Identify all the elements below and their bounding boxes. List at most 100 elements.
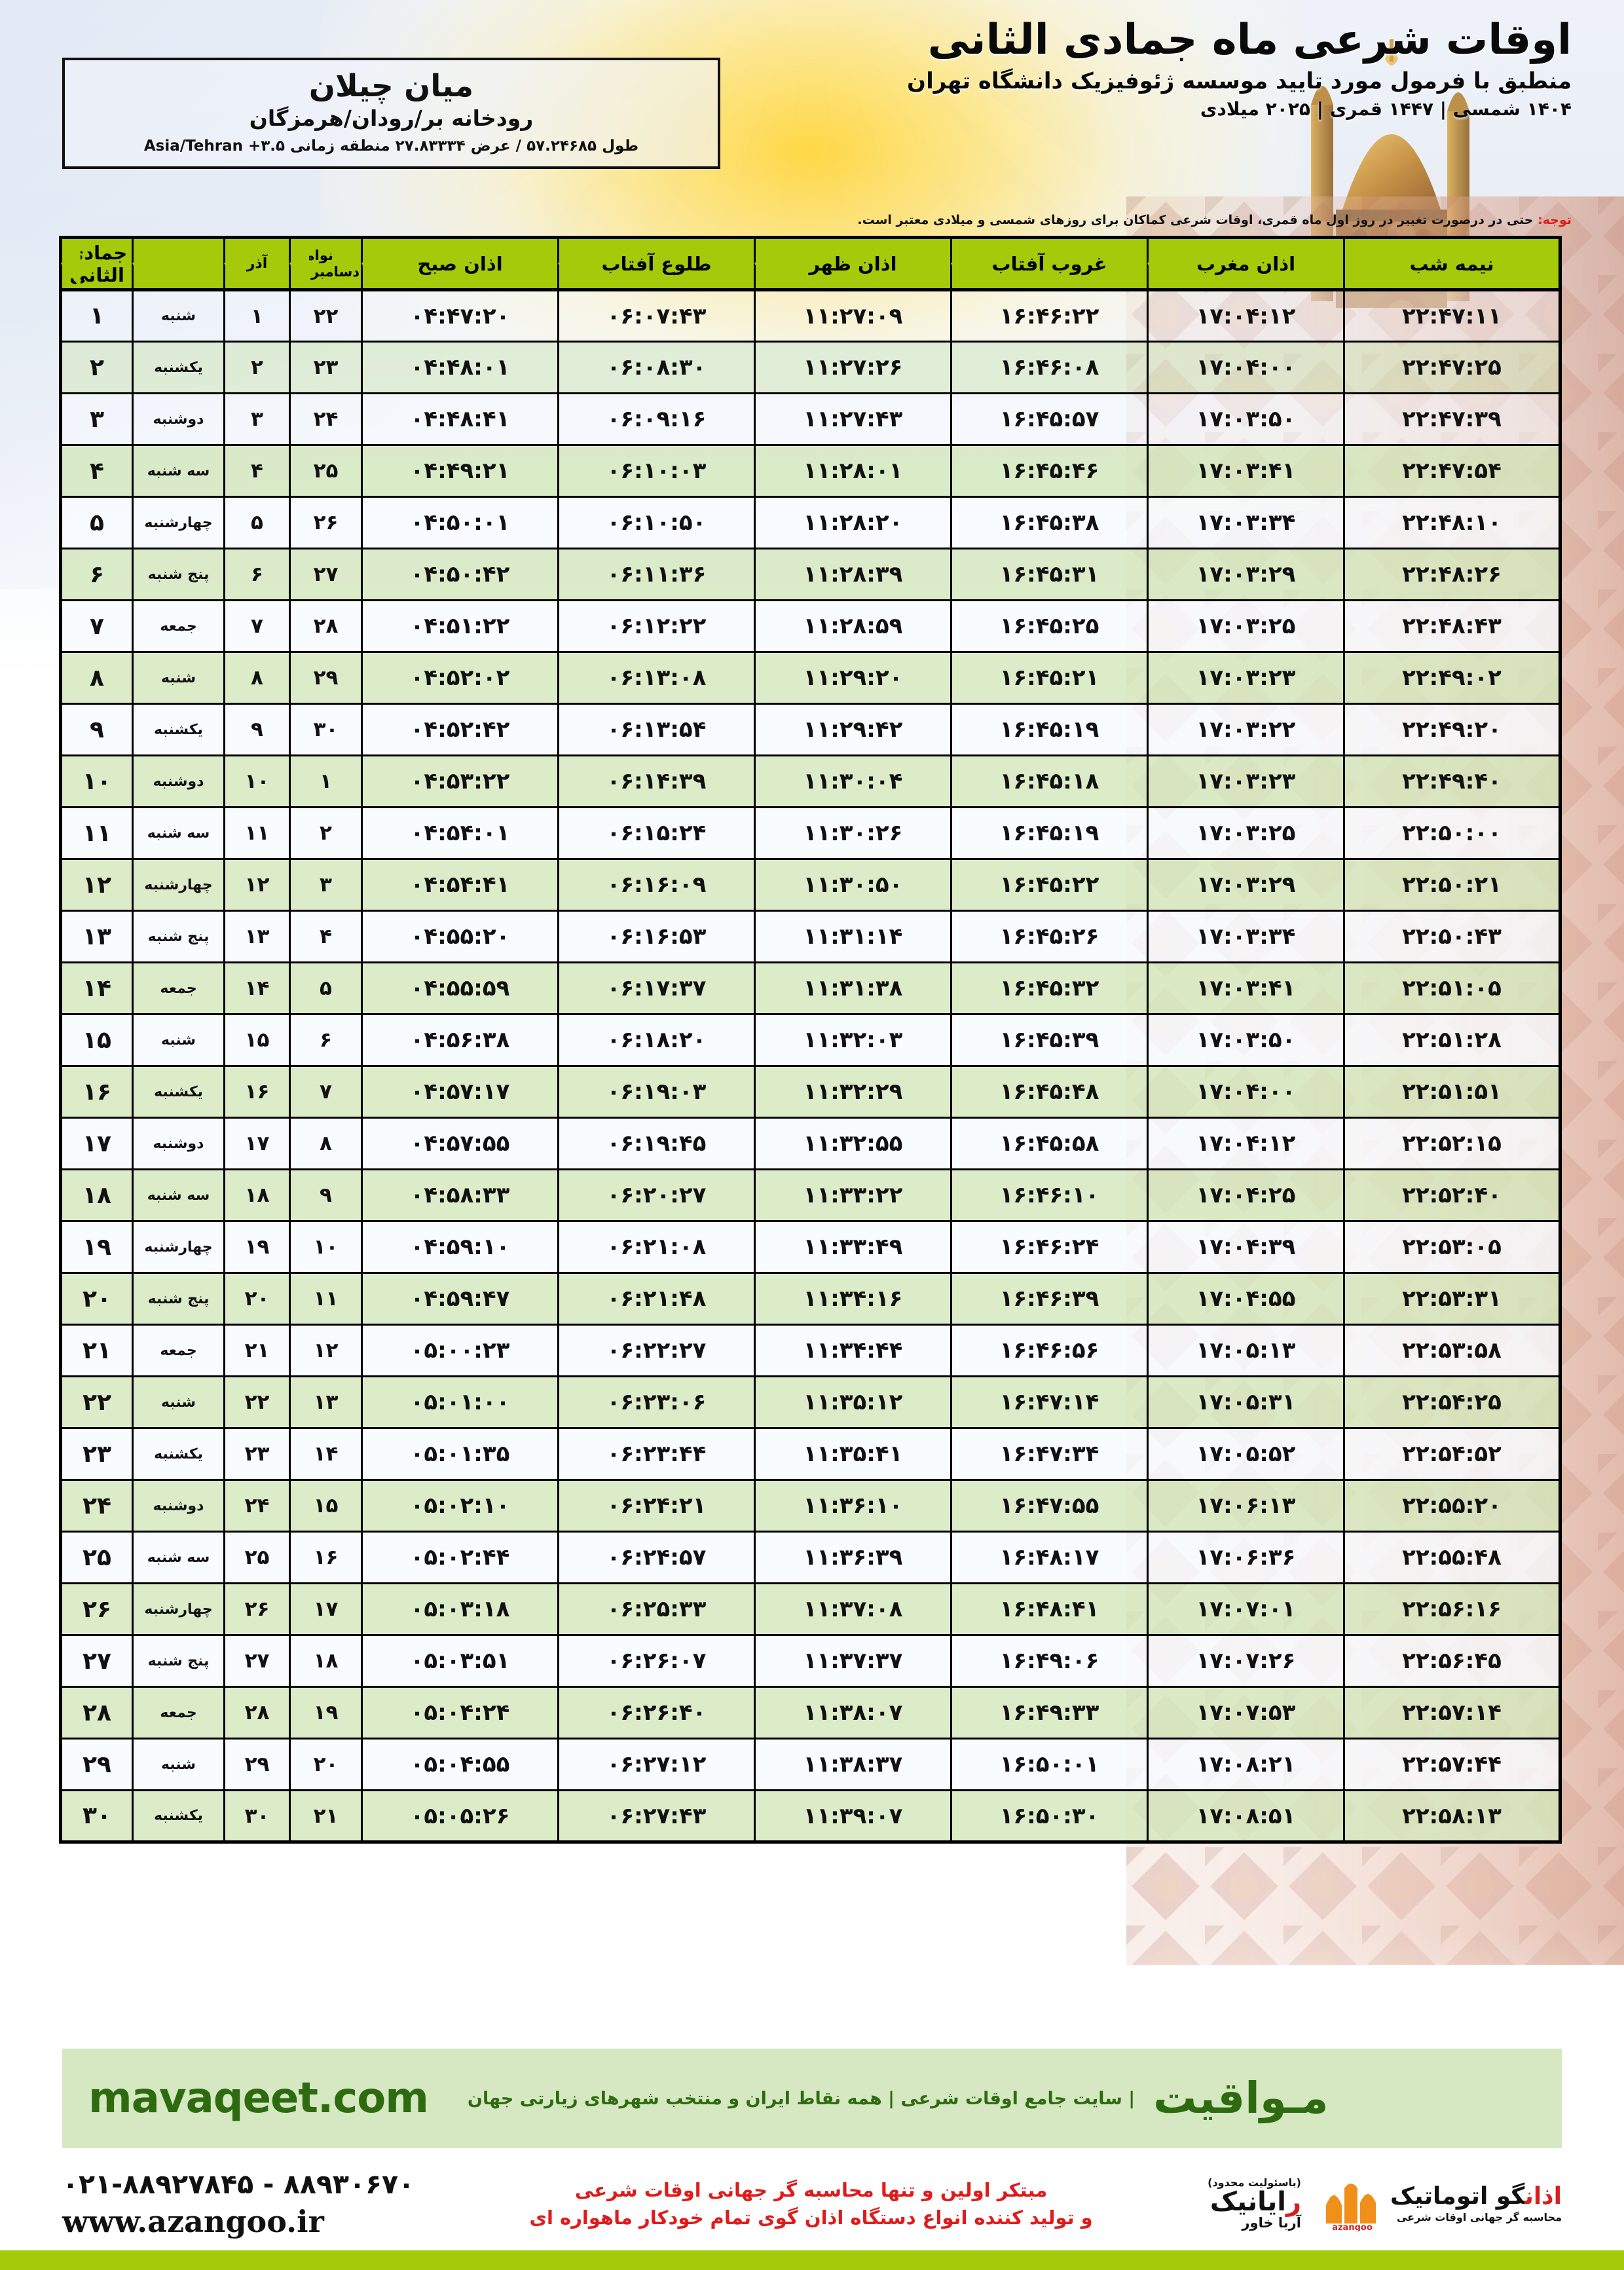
cell-week: یکشنبه (132, 1065, 225, 1119)
cell-mil: ۳۰ (289, 703, 363, 756)
cell-jom: ۲۸ (60, 1686, 134, 1740)
sponsor-slogan-line2: و تولید کننده انواع دستگاه اذان گوی تمام… (529, 2206, 1093, 2229)
cell-azar: ۴ (223, 444, 291, 498)
cell-tolu: ۰۶:۱۱:۳۶ (557, 548, 756, 601)
cell-azar: ۱۹ (223, 1220, 291, 1274)
cell-jom: ۲۷ (60, 1634, 134, 1688)
cell-sobh: ۰۴:۵۰:۰۱ (361, 496, 559, 549)
cell-jom: ۵ (60, 496, 134, 549)
gregorian-month-bottom: دسامبر (311, 263, 360, 280)
cell-tolu: ۰۶:۱۳:۵۴ (557, 703, 756, 756)
contact-website[interactable]: www.azangoo.ir (62, 2204, 324, 2239)
cell-jom: ۲ (60, 341, 134, 394)
azangoo-logo-red: اذان (1524, 2182, 1562, 2210)
table-row: ۲۲:۴۸:۲۶ ۱۷:۰۳:۲۹ ۱۶:۴۵:۳۱ ۱۱:۲۸:۳۹ ۰۶:۱۱:۳۶… (60, 548, 1561, 601)
cell-zohr: ۱۱:۳۴:۱۶ (754, 1272, 952, 1326)
cell-maghreb: ۱۷:۰۴:۰۰ (1147, 341, 1345, 394)
location-city: میان چیلان (308, 68, 474, 104)
cell-jom: ۱۱ (60, 806, 134, 860)
cell-zohr: ۱۱:۲۸:۳۹ (754, 548, 952, 601)
cell-ghorub: ۱۶:۴۵:۱۹ (950, 703, 1149, 756)
cell-nimeshab: ۲۲:۴۹:۴۰ (1343, 754, 1561, 808)
cell-azar: ۹ (223, 703, 291, 756)
cell-zohr: ۱۱:۳۶:۳۹ (754, 1531, 952, 1584)
cell-tolu: ۰۶:۲۵:۳۳ (557, 1582, 756, 1636)
cell-jom: ۲۳ (60, 1427, 134, 1481)
rayanik-logo-sub: آریا خاور (1242, 2215, 1301, 2231)
column-header-jomadi: جمادی الثانی (60, 237, 133, 291)
cell-sobh: ۰۴:۵۰:۴۲ (361, 548, 559, 601)
cell-tolu: ۰۶:۱۴:۳۹ (557, 754, 756, 808)
azangoo-logo-sub: محاسبه گر جهانی اوقات شرعی (1396, 2210, 1562, 2223)
cell-ghorub: ۱۶:۴۵:۵۸ (950, 1117, 1149, 1170)
cell-azar: ۶ (223, 548, 291, 601)
cell-nimeshab: ۲۲:۵۳:۳۱ (1343, 1272, 1561, 1326)
table-row: ۲۲:۵۱:۲۸ ۱۷:۰۳:۵۰ ۱۶:۴۵:۳۹ ۱۱:۳۲:۰۳ ۰۶:۱۸:۲۰… (60, 1013, 1561, 1067)
table-row: ۲۲:۵۶:۱۶ ۱۷:۰۷:۰۱ ۱۶:۴۸:۴۱ ۱۱:۳۷:۰۸ ۰۶:۲۵:۳۳… (60, 1582, 1561, 1636)
cell-azar: ۲۰ (223, 1272, 291, 1326)
cell-zohr: ۱۱:۳۲:۲۹ (754, 1065, 952, 1119)
cell-jom: ۱۷ (60, 1117, 134, 1170)
cell-mil: ۴ (289, 910, 363, 963)
cell-ghorub: ۱۶:۴۵:۳۱ (950, 548, 1149, 601)
table-body: ۲۲:۴۷:۱۱ ۱۷:۰۴:۱۲ ۱۶:۴۶:۲۲ ۱۱:۲۷:۰۹ ۰۶:۰۷:۴۳… (60, 289, 1561, 1843)
cell-zohr: ۱۱:۳۸:۰۷ (754, 1686, 952, 1740)
cell-sobh: ۰۵:۰۳:۱۸ (361, 1582, 559, 1636)
azangoo-logo: اذانگو اتوماتیک محاسبه گر جهانی اوقات شر… (1321, 2176, 1562, 2231)
cell-nimeshab: ۲۲:۵۴:۲۵ (1343, 1375, 1561, 1429)
cell-tolu: ۰۶:۲۴:۵۷ (557, 1531, 756, 1584)
table-row: ۲۲:۴۹:۰۲ ۱۷:۰۳:۲۳ ۱۶:۴۵:۲۱ ۱۱:۲۹:۲۰ ۰۶:۱۳:۰۸… (60, 651, 1561, 705)
cell-nimeshab: ۲۲:۵۴:۵۲ (1343, 1427, 1561, 1481)
cell-maghreb: ۱۷:۰۴:۲۵ (1147, 1168, 1345, 1222)
cell-week: یکشنبه (132, 703, 225, 756)
table-row: ۲۲:۴۷:۵۴ ۱۷:۰۳:۴۱ ۱۶:۴۵:۴۶ ۱۱:۲۸:۰۱ ۰۶:۱۰:۰۳… (60, 444, 1561, 498)
mavaqeet-logo: مـواقیت (1153, 2073, 1329, 2123)
cell-mil: ۱۱ (289, 1272, 363, 1326)
cell-azar: ۷ (223, 599, 291, 653)
cell-sobh: ۰۴:۴۷:۲۰ (361, 289, 559, 343)
cell-mil: ۱۹ (289, 1686, 363, 1740)
cell-jom: ۲۰ (60, 1272, 134, 1326)
cell-tolu: ۰۶:۲۳:۰۶ (557, 1375, 756, 1429)
cell-week: پنج شنبه (132, 910, 225, 963)
cell-jom: ۱۴ (60, 961, 134, 1015)
cell-ghorub: ۱۶:۵۰:۳۰ (950, 1789, 1149, 1843)
cell-mil: ۸ (289, 1117, 363, 1170)
cell-zohr: ۱۱:۳۹:۰۷ (754, 1789, 952, 1843)
table-row: ۲۲:۴۸:۴۳ ۱۷:۰۳:۲۵ ۱۶:۴۵:۲۵ ۱۱:۲۸:۵۹ ۰۶:۱۲:۲۲… (60, 599, 1561, 653)
cell-week: پنج شنبه (132, 1634, 225, 1688)
cell-tolu: ۰۶:۱۲:۲۲ (557, 599, 756, 653)
cell-nimeshab: ۲۲:۴۸:۲۶ (1343, 548, 1561, 601)
cell-jom: ۸ (60, 651, 134, 705)
cell-maghreb: ۱۷:۰۵:۱۳ (1147, 1324, 1345, 1377)
cell-week: دوشنبه (132, 1117, 225, 1170)
cell-sobh: ۰۴:۴۸:۴۱ (361, 392, 559, 446)
footer-strip (0, 2250, 1624, 2270)
cell-nimeshab: ۲۲:۵۳:۵۸ (1343, 1324, 1561, 1377)
cell-zohr: ۱۱:۲۸:۵۹ (754, 599, 952, 653)
column-header-noon-azan: اذان ظهر (754, 237, 951, 291)
cell-azar: ۱۴ (223, 961, 291, 1015)
cell-mil: ۱ (289, 754, 363, 808)
table-row: ۲۲:۵۷:۱۴ ۱۷:۰۷:۵۳ ۱۶:۴۹:۳۳ ۱۱:۳۸:۰۷ ۰۶:۲۶:۴۰… (60, 1686, 1561, 1740)
table-row: ۲۲:۵۱:۵۱ ۱۷:۰۴:۰۰ ۱۶:۴۵:۴۸ ۱۱:۳۲:۲۹ ۰۶:۱۹:۰۳… (60, 1065, 1561, 1119)
azangoo-logo-rest: گو اتوماتیک (1390, 2182, 1525, 2210)
cell-maghreb: ۱۷:۰۳:۲۹ (1147, 858, 1345, 912)
cell-mil: ۱۴ (289, 1427, 363, 1481)
cell-mil: ۱۳ (289, 1375, 363, 1429)
location-coordinates: طول ۵۷.۲۴۶۸۵ / عرض ۲۷.۸۳۳۳۴ منطقه زمانی … (143, 138, 639, 155)
cell-zohr: ۱۱:۳۳:۴۹ (754, 1220, 952, 1274)
cell-jom: ۹ (60, 703, 134, 756)
cell-sobh: ۰۴:۵۱:۲۲ (361, 599, 559, 653)
cell-week: یکشنبه (132, 1427, 225, 1481)
azangoo-mosque-icon: azangoo (1325, 2184, 1376, 2231)
cell-tolu: ۰۶:۲۱:۴۸ (557, 1272, 756, 1326)
cell-week: سه شنبه (132, 1531, 225, 1584)
page-subtitle: منطبق با فرمول مورد تایید موسسه ژئوفیزیک… (907, 67, 1572, 94)
cell-tolu: ۰۶:۱۸:۲۰ (557, 1013, 756, 1067)
rayanik-logo: (باسئولیت محدود) رایانیک آریا خاور (1208, 2177, 1301, 2231)
cell-week: چهارشنبه (132, 858, 225, 912)
cell-ghorub: ۱۶:۴۶:۱۰ (950, 1168, 1149, 1222)
mavaqeet-website[interactable]: mavaqeet.com (88, 2074, 429, 2123)
cell-mil: ۱۵ (289, 1479, 363, 1533)
